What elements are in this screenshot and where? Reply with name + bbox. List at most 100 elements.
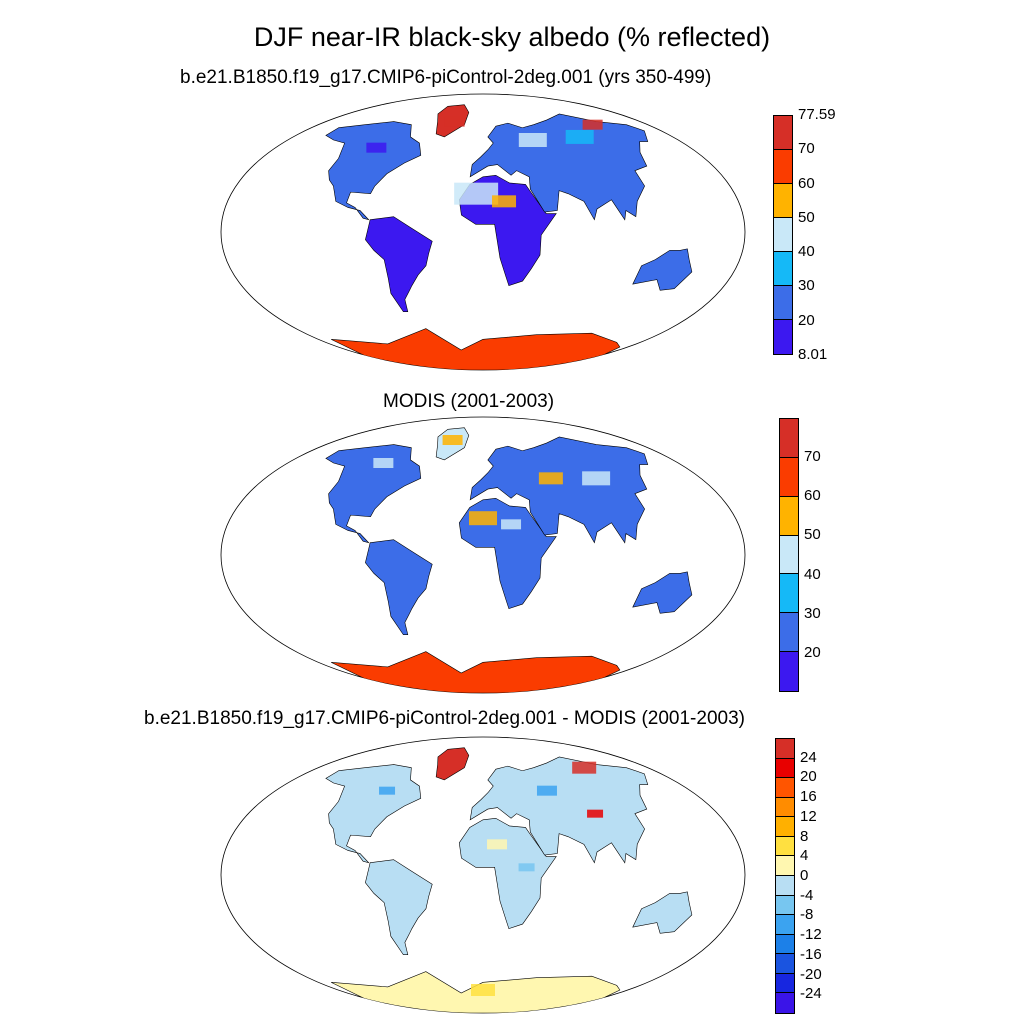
panel-1-colorbar [773,115,793,355]
albedo-patch [373,458,394,468]
colorbar-2-swatch [780,574,798,614]
albedo-patch [492,195,517,208]
colorbar-3-label: 16 [800,788,817,806]
colorbar-2-label: 50 [804,526,821,544]
continent-an [331,651,621,693]
colorbar-1-label: 20 [798,311,815,329]
albedo-patch [444,116,465,127]
colorbar-1-label: 40 [798,243,815,261]
albedo-patch [582,119,603,130]
colorbar-1-swatch [774,116,792,150]
albedo-patch [487,839,508,850]
colorbar-1-label: 30 [798,277,815,295]
continent-sa [365,859,433,956]
colorbar-2-label: 60 [804,487,821,505]
continent-eu [469,113,649,221]
colorbar-3-swatch [776,875,794,896]
albedo-patch [469,511,497,526]
colorbar-3-swatch [776,836,794,857]
colorbar-3-swatch [776,993,794,1013]
map-boundary [220,416,746,694]
panel-2-map [220,416,746,694]
albedo-patch [538,472,563,485]
colorbar-3-swatch [776,739,794,759]
colorbar-2-swatch [780,496,798,536]
continent-au [632,571,693,614]
colorbar-3-swatch [776,797,794,818]
colorbar-2-swatch [780,535,798,575]
albedo-patch [518,863,535,872]
panel-1-map [220,93,746,371]
continent-eu [469,756,649,864]
map-boundary [220,736,746,1014]
colorbar-3-label: -4 [800,886,814,904]
albedo-patch [366,142,387,153]
colorbar-2-swatch [780,419,798,458]
continent-na [325,121,422,221]
continent-au [632,248,693,291]
continent-au [632,891,693,934]
colorbar-3-label: -20 [800,965,822,983]
colorbar-3-label: -24 [800,985,822,1003]
panel-2-colorbar [779,418,799,692]
colorbar-3-label: 4 [800,847,809,865]
albedo-patch [501,519,522,530]
colorbar-1-swatch [774,320,792,354]
colorbar-3-label: 12 [800,807,817,825]
colorbar-3-swatch [776,915,794,935]
colorbar-1-label: 60 [798,174,815,192]
continent-eu [469,436,649,544]
map-boundary [220,93,746,371]
colorbar-3-swatch [776,895,794,916]
continent-na [325,444,422,544]
colorbar-2-label: 40 [804,565,821,583]
panel-3-colorbar [775,738,795,1014]
continent-na [325,764,422,864]
colorbar-1-swatch [774,218,792,252]
albedo-patch [442,435,463,445]
albedo-patch [582,471,611,486]
colorbar-3-swatch [776,758,794,779]
colorbar-1-label: 70 [798,140,815,158]
albedo-patch [518,133,547,147]
colorbar-2-label: 30 [804,604,821,622]
continent-af [458,817,557,930]
colorbar-2-swatch [780,457,798,497]
figure-title: DJF near-IR black-sky albedo (% reflecte… [253,22,771,52]
colorbar-3-swatch [776,954,794,974]
colorbar-1-swatch [774,286,792,320]
colorbar-2-swatch [780,613,798,653]
colorbar-3-label: 20 [800,768,817,786]
colorbar-2-swatch [780,652,798,691]
albedo-patch [454,182,499,205]
colorbar-3-label: -12 [800,926,822,944]
continent-af [458,497,557,610]
colorbar-3-label: -16 [800,945,822,963]
panel-1-title: b.e21.B1850.f19_g17.CMIP6-piControl-2deg… [180,67,712,88]
colorbar-3-label: -8 [800,906,814,924]
continent-sa [365,539,433,636]
colorbar-3-label: 0 [800,867,809,884]
continent-sa [365,216,433,313]
colorbar-1-label: 50 [798,208,815,226]
albedo-patch [471,984,495,996]
colorbar-3-swatch [776,856,794,876]
panel-2-title: MODIS (2001-2003) [383,391,555,412]
panel-3-map [220,736,746,1014]
colorbar-3-swatch [776,973,794,994]
albedo-patch [565,129,594,144]
colorbar-1-swatch [774,252,792,286]
colorbar-3-label: 8 [800,827,809,845]
albedo-patch [572,761,597,774]
panel-3-title: b.e21.B1850.f19_g17.CMIP6-piControl-2deg… [144,708,745,729]
continent-an [331,328,621,370]
colorbar-3-swatch [776,817,794,837]
albedo-patch [587,809,604,818]
colorbar-3-swatch [776,934,794,955]
colorbar-1-swatch [774,150,792,184]
colorbar-3-swatch [776,778,794,798]
colorbar-3-label: 24 [800,748,817,766]
colorbar-1-label: 77.59 [798,106,836,123]
colorbar-1-swatch [774,184,792,218]
colorbar-2-label: 70 [804,448,821,466]
